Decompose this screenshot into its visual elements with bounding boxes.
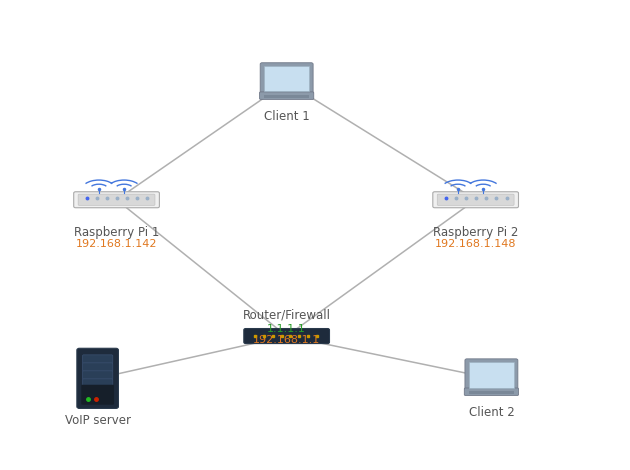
Text: Router/Firewall: Router/Firewall [243,308,331,321]
FancyBboxPatch shape [83,363,113,371]
FancyBboxPatch shape [78,194,155,205]
Text: Client 1: Client 1 [264,110,309,123]
FancyBboxPatch shape [437,194,514,205]
Text: 192.168.1.1: 192.168.1.1 [253,335,320,345]
FancyBboxPatch shape [469,391,514,394]
FancyBboxPatch shape [264,94,309,98]
FancyBboxPatch shape [244,329,329,344]
FancyBboxPatch shape [260,63,313,94]
FancyBboxPatch shape [260,92,314,100]
Text: VoIP server: VoIP server [65,414,130,427]
FancyBboxPatch shape [77,348,118,408]
FancyBboxPatch shape [83,371,113,379]
FancyBboxPatch shape [83,355,113,363]
FancyBboxPatch shape [264,65,309,91]
Text: Client 2: Client 2 [469,406,514,419]
FancyBboxPatch shape [464,388,518,396]
Text: 1.1.1.1: 1.1.1.1 [267,324,306,334]
FancyBboxPatch shape [74,192,159,208]
FancyBboxPatch shape [465,359,518,390]
FancyBboxPatch shape [469,362,514,387]
Text: 192.168.1.142: 192.168.1.142 [76,239,158,249]
FancyBboxPatch shape [433,192,518,208]
Text: 192.168.1.148: 192.168.1.148 [435,239,517,249]
FancyBboxPatch shape [83,387,113,395]
FancyBboxPatch shape [83,379,113,387]
Text: Raspberry Pi 2: Raspberry Pi 2 [433,226,518,239]
Text: Raspberry Pi 1: Raspberry Pi 1 [74,226,159,239]
FancyBboxPatch shape [81,385,114,405]
